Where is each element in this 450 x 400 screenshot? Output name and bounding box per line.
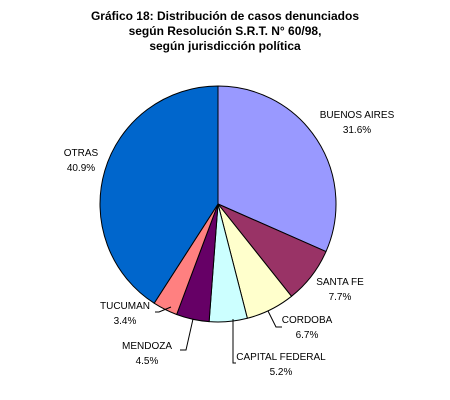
slice-label-cordoba: CORDOBA <box>282 315 333 326</box>
slice-value-mendoza: 4.5% <box>136 356 159 367</box>
slice-value-otras: 40.9% <box>67 163 95 174</box>
slice-labels: BUENOS AIRES 31.6% SANTA FE 7.7% CORDOBA 6.7%… <box>64 110 395 378</box>
slice-label-mendoza: MENDOZA <box>122 341 172 352</box>
pie-slices <box>99 85 337 323</box>
slice-value-capital-federal: 5.2% <box>270 367 293 378</box>
slice-value-buenos-aires: 31.6% <box>343 125 371 136</box>
slice-value-cordoba: 6.7% <box>296 330 319 341</box>
slice-label-tucuman: TUCUMAN <box>100 301 150 312</box>
leader-lines <box>155 306 282 364</box>
leader-line-tucuman <box>155 306 172 313</box>
slice-value-santa-fe: 7.7% <box>329 292 352 303</box>
slice-label-santa-fe: SANTA FE <box>316 277 364 288</box>
chart-title: Gráfico 18: Distribución de casos denunc… <box>0 9 450 54</box>
chart-title-line-2: según Resolución S.R.T. N° 60/98, <box>128 24 322 38</box>
leader-line-cordoba <box>267 310 282 328</box>
pie-slice-otras <box>99 85 219 304</box>
chart-title-line-1: Gráfico 18: Distribución de casos denunc… <box>90 9 360 23</box>
slice-label-capital-federal: CAPITAL FEDERAL <box>236 352 326 363</box>
chart-title-line-3: según jurisdicción política <box>149 39 301 53</box>
slice-value-tucuman: 3.4% <box>114 316 137 327</box>
slice-label-buenos-aires: BUENOS AIRES <box>320 110 395 121</box>
pie-slice-buenos-aires <box>217 85 337 253</box>
leader-line-capital-federal <box>232 319 236 364</box>
slice-label-otras: OTRAS <box>64 148 99 159</box>
leader-line-mendoza <box>180 318 194 351</box>
